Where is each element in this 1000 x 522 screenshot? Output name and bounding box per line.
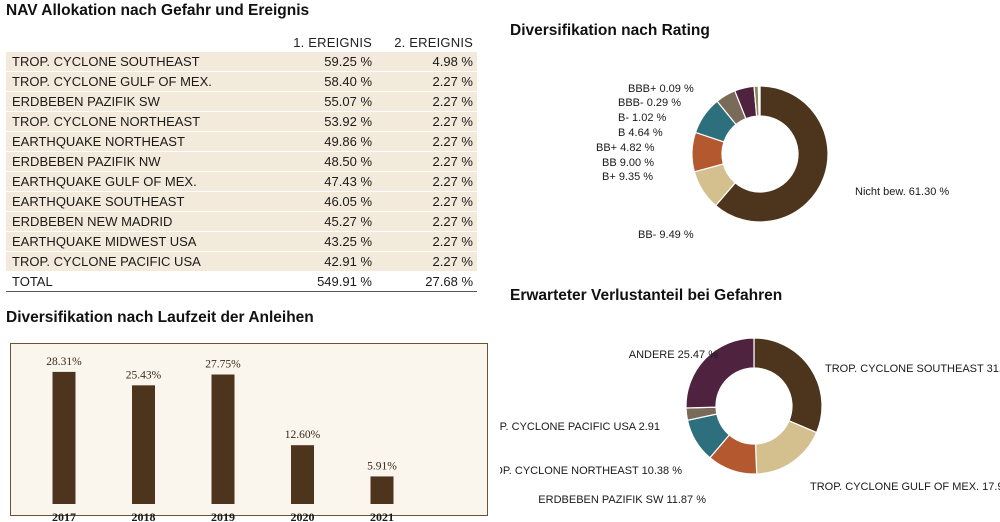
table-row: ERDBEBEN NEW MADRID 45.27 % 2.27 % <box>6 211 477 232</box>
x-tick-label: 2021 <box>370 510 394 522</box>
row-name: TROP. CYCLONE SOUTHEAST <box>6 52 272 72</box>
slice-label: BBB+ 0.09 % <box>628 83 694 95</box>
table-row: TROP. CYCLONE NORTHEAST 53.92 % 2.27 % <box>6 111 477 132</box>
row-event-2: 2.27 % <box>376 171 477 192</box>
slice-label: BB+ 4.82 % <box>596 142 655 154</box>
row-event-1: 48.50 % <box>272 151 376 172</box>
row-event-1: 53.92 % <box>272 111 376 132</box>
row-name: EARTHQUAKE NORTHEAST <box>6 131 272 152</box>
header-event-2: 2. EREIGNIS <box>394 35 473 50</box>
header-event-1: 1. EREIGNIS <box>293 35 372 50</box>
nav-allocation-table: 1. EREIGNIS 2. EREIGNIS TROP. CYCLONE SO… <box>6 33 477 292</box>
row-name: TOTAL <box>6 271 272 292</box>
bar-value-label: 12.60% <box>285 429 321 441</box>
row-name: ERDBEBEN NEW MADRID <box>6 211 272 232</box>
row-name: ERDBEBEN PAZIFIK SW <box>6 91 272 112</box>
x-tick-label: 2018 <box>132 510 156 522</box>
bar-2019 <box>211 374 235 504</box>
slice-label: B 4.64 % <box>618 127 663 139</box>
table-header-row: 1. EREIGNIS 2. EREIGNIS <box>6 33 477 52</box>
slice-trop-cyclone-southeast <box>753 337 823 434</box>
slice-andere <box>685 337 755 409</box>
table-row: ERDBEBEN PAZIFIK NW 48.50 % 2.27 % <box>6 151 477 172</box>
row-name: EARTHQUAKE GULF OF MEX. <box>6 171 272 192</box>
bar-2021 <box>370 476 394 504</box>
slice-label: BB- 9.49 % <box>638 229 694 241</box>
row-name: EARTHQUAKE MIDWEST USA <box>6 231 272 252</box>
x-tick-label: 2017 <box>52 510 76 522</box>
table-row: EARTHQUAKE MIDWEST USA 43.25 % 2.27 % <box>6 231 477 252</box>
slice-label: BB 9.00 % <box>602 157 654 169</box>
bar-2017 <box>52 371 76 504</box>
row-event-1: 549.91 % <box>272 271 376 292</box>
header-name <box>6 33 272 52</box>
slice-label: ANDERE 25.47 % <box>629 349 718 361</box>
rating-donut-chart: Nicht bew. 61.30 % BB- 9.49 % B+ 9.35 % BB … <box>596 83 949 241</box>
bar-2018 <box>132 385 155 504</box>
row-event-2: 2.27 % <box>376 211 477 232</box>
bar-chart-frame <box>10 343 488 516</box>
table-row: TROP. CYCLONE SOUTHEAST 59.25 % 4.98 % <box>6 52 477 72</box>
row-event-2: 2.27 % <box>376 191 477 212</box>
slice-label: TROP. CYCLONE PACIFIC USA 2.91 <box>500 421 660 433</box>
row-name: TROP. CYCLONE PACIFIC USA <box>6 251 272 272</box>
nav-table-title: NAV Allokation nach Gefahr und Ereignis <box>6 2 310 19</box>
rating-chart-title: Diversifikation nach Rating <box>510 22 710 39</box>
row-event-2: 2.27 % <box>376 91 477 112</box>
row-event-1: 55.07 % <box>272 91 376 112</box>
row-name: TROP. CYCLONE GULF OF MEX. <box>6 71 272 92</box>
row-event-1: 49.86 % <box>272 131 376 152</box>
slice-label: ERDBEBEN PAZIFIK SW 11.87 % <box>538 494 706 506</box>
x-tick-label: 2020 <box>291 510 315 522</box>
row-event-2: 2.27 % <box>376 231 477 252</box>
loss-donut-chart: TROP. CYCLONE SOUTHEAST 31.38 % TROP. CYC… <box>500 337 1000 506</box>
loss-chart-title: Erwarteter Verlustanteil bei Gefahren <box>510 287 783 304</box>
table-row: EARTHQUAKE NORTHEAST 49.86 % 2.27 % <box>6 131 477 152</box>
bar-value-label: 5.91% <box>367 460 397 472</box>
slice-label: TROP. CYCLONE NORTHEAST 10.38 % <box>500 465 682 477</box>
slice-label: TROP. CYCLONE SOUTHEAST 31.38 % <box>825 363 1000 375</box>
row-event-2: 2.27 % <box>376 111 477 132</box>
slice-trop-cyclone-gulf-of-mex- <box>754 420 818 475</box>
row-event-1: 59.25 % <box>272 52 376 72</box>
table-row: TROP. CYCLONE PACIFIC USA 42.91 % 2.27 % <box>6 251 477 272</box>
row-event-2: 4.98 % <box>376 52 477 72</box>
slice-label: B+ 9.35 % <box>602 171 653 183</box>
bar-chart: 28.31% 2017 25.43% 2018 27.75% 2019 12.60% 2020… <box>46 356 397 522</box>
row-event-2: 2.27 % <box>376 151 477 172</box>
table-row: ERDBEBEN PAZIFIK SW 55.07 % 2.27 % <box>6 91 477 112</box>
row-event-1: 43.25 % <box>272 231 376 252</box>
row-event-1: 42.91 % <box>272 251 376 272</box>
row-name: EARTHQUAKE SOUTHEAST <box>6 191 272 212</box>
bar-chart-title: Diversifikation nach Laufzeit der Anleih… <box>6 309 314 326</box>
table-row: TROP. CYCLONE GULF OF MEX. 58.40 % 2.27 % <box>6 71 477 92</box>
table-row: EARTHQUAKE GULF OF MEX. 47.43 % 2.27 % <box>6 171 477 192</box>
row-name: ERDBEBEN PAZIFIK NW <box>6 151 272 172</box>
slice-label: B- 1.02 % <box>618 112 667 124</box>
row-event-1: 45.27 % <box>272 211 376 232</box>
row-event-1: 58.40 % <box>272 71 376 92</box>
bar-value-label: 27.75% <box>205 359 241 371</box>
slice-label: BBB- 0.29 % <box>618 97 681 109</box>
x-tick-label: 2019 <box>211 510 235 522</box>
table-total-row: TOTAL 549.91 % 27.68 % <box>6 271 477 292</box>
row-event-2: 2.27 % <box>376 251 477 272</box>
row-event-1: 46.05 % <box>272 191 376 212</box>
bar-value-label: 28.31% <box>46 356 82 368</box>
row-event-1: 47.43 % <box>272 171 376 192</box>
slice-label: TROP. CYCLONE GULF OF MEX. 17.99 % <box>810 481 1000 493</box>
row-event-2: 27.68 % <box>376 271 477 292</box>
row-event-2: 2.27 % <box>376 71 477 92</box>
row-name: TROP. CYCLONE NORTHEAST <box>6 111 272 132</box>
bar-value-label: 25.43% <box>126 369 162 381</box>
slice-label: Nicht bew. 61.30 % <box>855 186 949 198</box>
row-event-2: 2.27 % <box>376 131 477 152</box>
slice-nicht-bew- <box>714 85 829 223</box>
table-row: EARTHQUAKE SOUTHEAST 46.05 % 2.27 % <box>6 191 477 212</box>
bar-2020 <box>291 445 314 504</box>
